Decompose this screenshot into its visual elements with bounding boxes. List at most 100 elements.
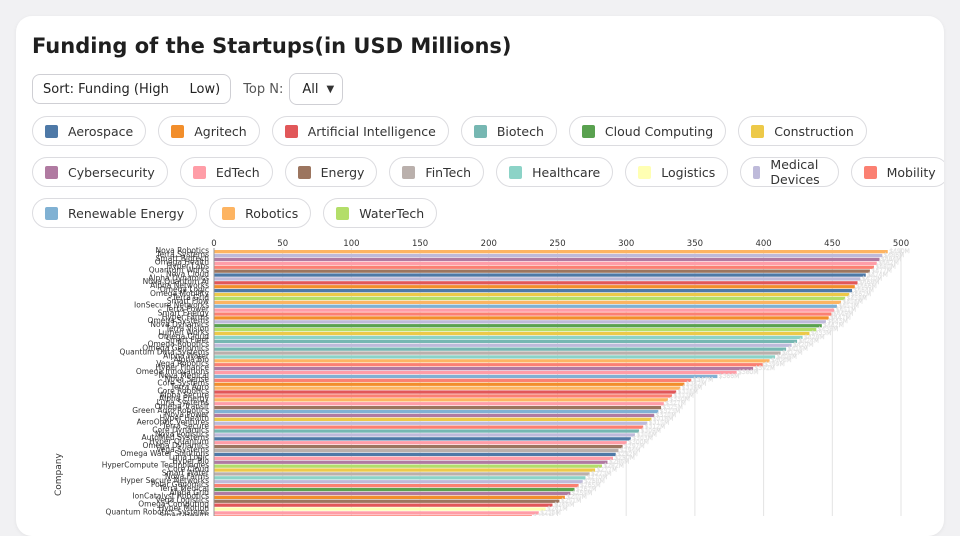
bar[interactable] <box>214 491 571 496</box>
bar[interactable] <box>214 448 619 453</box>
legend-chip[interactable]: Aerospace <box>32 116 147 146</box>
bar[interactable] <box>214 277 861 281</box>
bar[interactable] <box>214 487 575 492</box>
legend-chip[interactable]: FinTech <box>389 157 485 187</box>
legend-chip[interactable]: Biotech <box>460 116 557 146</box>
bar[interactable] <box>214 503 553 507</box>
legend-chip[interactable]: Renewable Energy <box>32 198 198 228</box>
legend-chip[interactable]: Energy <box>284 157 378 187</box>
bar[interactable] <box>214 316 829 320</box>
bar[interactable] <box>214 476 586 480</box>
bar[interactable] <box>214 363 763 367</box>
bar[interactable] <box>214 308 835 312</box>
bar[interactable] <box>214 374 718 379</box>
bar[interactable] <box>214 304 837 308</box>
bar[interactable] <box>214 265 875 269</box>
bar[interactable] <box>214 285 855 289</box>
bar[interactable] <box>214 296 846 301</box>
legend-chip[interactable]: EdTech <box>179 157 273 187</box>
bar[interactable] <box>214 425 644 429</box>
bar[interactable] <box>214 409 659 414</box>
legend-chip[interactable]: Artificial Intelligence <box>271 116 449 146</box>
data-label: $325M <box>663 404 683 411</box>
bar[interactable] <box>214 464 602 468</box>
bar[interactable] <box>214 370 737 375</box>
bar[interactable] <box>214 250 888 254</box>
bar[interactable] <box>214 367 754 371</box>
bar[interactable] <box>214 359 770 363</box>
legend-chip[interactable]: WaterTech <box>323 198 438 228</box>
data-label: $474M <box>867 271 887 278</box>
y-tick-label: Luna Logic <box>169 453 209 462</box>
bar[interactable] <box>214 452 616 457</box>
data-label: $399M <box>764 361 784 368</box>
bar[interactable] <box>214 468 596 472</box>
bar[interactable] <box>214 281 858 285</box>
bar[interactable] <box>214 382 685 386</box>
legend-chip[interactable]: Agritech <box>158 116 260 146</box>
legend-chip[interactable]: Medical Devices <box>740 157 839 187</box>
data-label: $464M <box>854 287 874 294</box>
top-n-select[interactable]: All ▼ <box>289 73 344 105</box>
bar[interactable] <box>214 257 880 262</box>
bar[interactable] <box>214 378 692 382</box>
bar[interactable] <box>214 417 652 421</box>
bar[interactable] <box>214 511 539 515</box>
bar[interactable] <box>214 390 677 394</box>
x-tick-label: 400 <box>755 239 771 249</box>
y-tick-label: Smart Flow <box>167 297 209 306</box>
bar[interactable] <box>214 347 787 351</box>
bar[interactable] <box>214 406 662 410</box>
bar[interactable] <box>214 402 664 406</box>
bar[interactable] <box>214 441 627 445</box>
bar[interactable] <box>214 515 532 516</box>
legend-chip[interactable]: Healthcare <box>496 157 614 187</box>
bar[interactable] <box>214 351 781 355</box>
bar[interactable] <box>214 413 655 418</box>
x-tick-label: 100 <box>343 239 359 249</box>
bar[interactable] <box>214 343 792 347</box>
bar[interactable] <box>214 300 842 304</box>
bar[interactable] <box>214 324 822 328</box>
bar[interactable] <box>214 273 866 277</box>
bar[interactable] <box>214 312 832 316</box>
sort-button[interactable]: Sort: Funding (High Low) <box>32 74 232 104</box>
bar[interactable] <box>214 437 631 441</box>
bar[interactable] <box>214 499 560 503</box>
y-tick-label: Smart Biotech <box>156 254 210 263</box>
bar[interactable] <box>214 355 776 359</box>
bar[interactable] <box>214 495 565 499</box>
bar[interactable] <box>214 253 883 258</box>
bar[interactable] <box>214 289 853 293</box>
bar[interactable] <box>214 456 613 460</box>
legend-chip[interactable]: Cloud Computing <box>568 116 727 146</box>
bar[interactable] <box>214 292 850 297</box>
bar[interactable] <box>214 472 590 476</box>
bar[interactable] <box>214 398 668 402</box>
bar[interactable] <box>214 433 635 437</box>
y-tick-label: Hyper Bio <box>172 457 209 466</box>
bar[interactable] <box>214 445 623 449</box>
legend-chip[interactable]: Logistics <box>625 157 729 187</box>
bar[interactable] <box>214 261 877 265</box>
bar[interactable] <box>214 484 579 488</box>
bar[interactable] <box>214 480 583 484</box>
bar[interactable] <box>214 335 803 340</box>
legend-chip[interactable]: Construction <box>738 116 867 146</box>
bar[interactable] <box>214 320 826 324</box>
legend-chip[interactable]: Cybersecurity <box>32 157 168 187</box>
legend-chip[interactable]: Robotics <box>209 198 312 228</box>
bar[interactable] <box>214 328 817 332</box>
data-label: $470M <box>862 275 882 282</box>
legend-chip[interactable]: Mobility <box>850 157 944 187</box>
bar[interactable] <box>214 394 673 398</box>
bar[interactable] <box>214 269 870 273</box>
bar[interactable] <box>214 331 810 336</box>
bar[interactable] <box>214 386 681 390</box>
bar[interactable] <box>214 507 546 511</box>
bar[interactable] <box>214 339 798 343</box>
bar[interactable] <box>214 421 648 425</box>
bar[interactable] <box>214 429 640 433</box>
bar[interactable] <box>214 460 608 464</box>
y-tick-label: Alpha Secure <box>160 390 210 399</box>
